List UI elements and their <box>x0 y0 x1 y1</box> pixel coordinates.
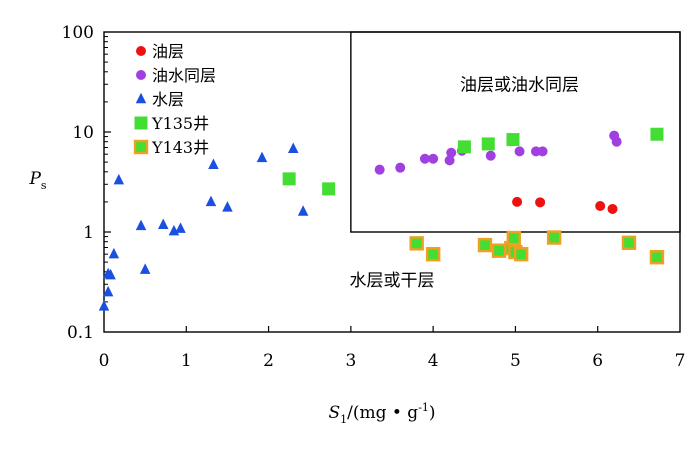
data-point <box>288 142 299 153</box>
data-point <box>108 247 120 259</box>
data-point <box>419 153 430 164</box>
data-point <box>205 195 217 207</box>
data-point <box>444 155 455 166</box>
data-point <box>105 268 116 280</box>
legend-marker <box>136 70 146 80</box>
data-point <box>537 146 548 157</box>
x-tick-label: 0 <box>99 351 110 371</box>
data-point <box>428 153 439 164</box>
legend-marker <box>134 116 148 130</box>
data-point <box>98 300 110 311</box>
x-tick-label: 5 <box>510 351 521 371</box>
data-point <box>611 136 622 147</box>
data-point <box>374 164 385 175</box>
data-point <box>222 201 233 212</box>
data-point <box>485 150 496 161</box>
legend-label: Y135井 <box>151 114 209 133</box>
data-point <box>102 285 114 297</box>
data-point <box>506 133 520 147</box>
data-point <box>208 158 219 169</box>
x-tick-label: 7 <box>675 351 686 371</box>
series-3 <box>98 142 309 311</box>
x-tick-label: 4 <box>428 351 439 371</box>
legend-label: 油层 <box>152 42 184 61</box>
data-point <box>535 197 546 208</box>
data-point <box>457 140 471 154</box>
data-point <box>481 137 495 151</box>
region-label-oil-layer: 油层或油水同层 <box>460 75 579 95</box>
legend-marker <box>133 139 149 155</box>
x-tick-label: 2 <box>263 351 274 371</box>
series-1 <box>512 196 618 214</box>
data-point <box>425 246 441 262</box>
data-point <box>139 263 151 274</box>
legend-marker <box>135 92 147 104</box>
legend-marker <box>136 46 146 56</box>
data-point <box>395 162 406 173</box>
data-point <box>322 182 336 196</box>
data-point <box>282 172 296 186</box>
data-point <box>607 203 618 214</box>
data-point <box>621 235 637 250</box>
series-5 <box>409 230 665 265</box>
y-tick-label: 1 <box>83 223 94 243</box>
data-point <box>506 230 521 246</box>
region-label-water-layer: 水层或干层 <box>350 271 435 291</box>
data-point <box>650 127 664 141</box>
data-point <box>113 173 125 185</box>
y-tick-label: 100 <box>62 23 94 43</box>
x-tick-label: 6 <box>592 351 603 371</box>
data-point <box>477 237 493 253</box>
data-point <box>157 218 169 230</box>
y-axis-ticks: 0.1 1 10 100 <box>62 23 111 343</box>
series-2 <box>374 130 622 175</box>
data-point <box>595 200 606 211</box>
data-point <box>546 230 562 245</box>
data-points <box>98 127 665 311</box>
data-point <box>649 249 665 265</box>
x-axis-title: S1/(mg • g-1) <box>328 401 435 426</box>
legend-label: Y143井 <box>151 138 209 157</box>
data-point <box>491 243 507 258</box>
data-point <box>512 196 523 207</box>
x-tick-label: 3 <box>345 351 356 371</box>
data-point <box>256 151 268 163</box>
data-point <box>513 246 529 262</box>
legend-label: 油水同层 <box>152 66 216 85</box>
series-4 <box>282 127 664 196</box>
legend-label: 水层 <box>152 90 184 109</box>
y-axis-title: Ps <box>28 169 46 192</box>
data-point <box>446 147 457 158</box>
y-tick-label: 10 <box>72 123 94 143</box>
data-point <box>409 236 424 251</box>
data-point <box>297 205 309 216</box>
data-point <box>175 222 186 233</box>
x-axis-ticks: 0 1 2 3 4 5 6 7 <box>99 326 686 371</box>
data-point <box>135 219 147 231</box>
y-tick-label: 0.1 <box>67 323 94 343</box>
x-tick-label: 1 <box>181 351 192 371</box>
data-point <box>514 146 525 157</box>
